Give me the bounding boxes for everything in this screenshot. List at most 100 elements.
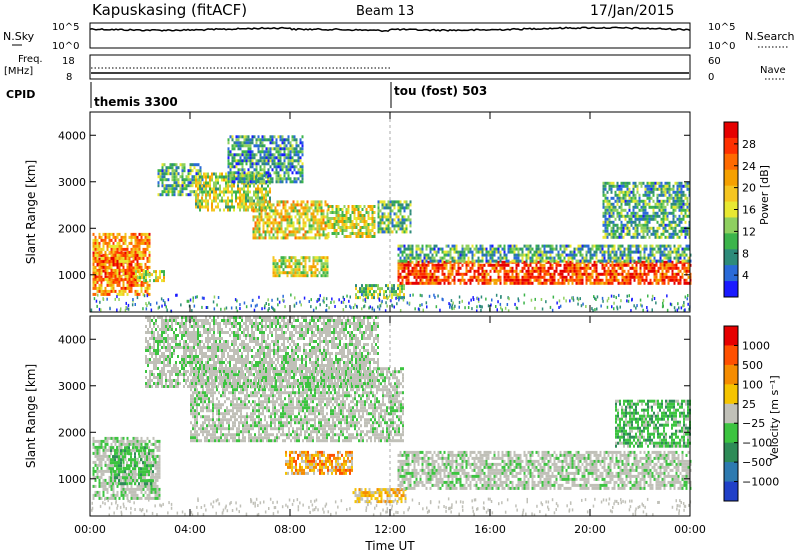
power-cell — [148, 235, 151, 239]
power-cell — [335, 205, 338, 208]
power-cell — [233, 147, 236, 151]
power-cell — [521, 269, 524, 273]
power-cell — [130, 286, 133, 290]
power-cell — [595, 281, 598, 285]
power-cell — [229, 190, 231, 194]
power-cell — [165, 187, 168, 191]
power-cell — [397, 244, 400, 248]
power-cell — [425, 278, 428, 282]
power-cell — [245, 144, 248, 148]
power-cell — [245, 199, 247, 203]
power-cell — [676, 223, 679, 227]
power-cell — [104, 286, 107, 290]
power-cell — [108, 262, 111, 266]
power-cell — [609, 281, 612, 285]
power-cell — [411, 247, 414, 251]
power-cell — [289, 150, 292, 154]
power-cell — [245, 208, 247, 212]
power-cell — [427, 253, 430, 257]
power-cell — [610, 202, 613, 206]
power-cell — [463, 281, 466, 285]
power-cell — [613, 266, 616, 270]
power-cell — [409, 269, 412, 273]
power-cell — [541, 244, 544, 248]
power-cell — [267, 178, 269, 182]
power-cell — [100, 238, 103, 242]
power-cell — [193, 166, 196, 170]
power-cell — [285, 156, 288, 160]
power-cell — [601, 272, 604, 276]
power-cell — [593, 260, 596, 264]
power-cell — [263, 306, 266, 310]
power-cell — [629, 244, 632, 248]
power-cell — [300, 274, 303, 278]
power-cell — [279, 135, 282, 139]
power-cell — [249, 190, 251, 194]
power-cell — [667, 244, 670, 248]
power-cell — [373, 232, 376, 235]
power-cell — [146, 247, 149, 251]
power-cell — [120, 238, 123, 242]
power-cell — [624, 208, 627, 212]
power-cell — [533, 269, 536, 273]
power-cell — [409, 224, 412, 228]
power-cell — [203, 181, 205, 185]
power-cell — [667, 253, 670, 257]
power-cell — [114, 268, 117, 272]
power-cell — [271, 153, 274, 157]
power-cell — [648, 229, 651, 233]
power-cell — [605, 272, 608, 276]
power-cell — [499, 266, 502, 270]
power-cell — [316, 256, 319, 260]
power-cell — [664, 190, 667, 194]
power-cell — [632, 208, 635, 212]
power-cell — [527, 269, 530, 273]
power-cell — [449, 266, 452, 270]
power-cell — [279, 153, 282, 157]
power-cell — [393, 290, 395, 294]
power-cell — [559, 269, 562, 273]
beam-title: Beam 13 — [356, 4, 414, 19]
power-cell — [603, 253, 606, 257]
power-cell — [593, 263, 596, 267]
power-cell — [595, 269, 598, 273]
power-cell — [451, 303, 454, 307]
power-cell — [529, 259, 532, 263]
power-cell — [677, 247, 680, 251]
power-cell — [521, 247, 524, 251]
power-cell — [243, 171, 246, 175]
power-cell — [102, 247, 105, 251]
power-cell — [255, 165, 258, 169]
power-cell — [255, 190, 257, 194]
power-cell — [369, 290, 371, 294]
power-cell — [457, 253, 460, 257]
power-cell — [557, 263, 560, 267]
power-cell — [629, 281, 632, 285]
power-cell — [449, 269, 452, 273]
power-cell — [205, 205, 207, 209]
power-cell — [491, 263, 494, 267]
power-cell — [227, 138, 230, 142]
power-cell — [249, 159, 252, 163]
power-cell — [368, 306, 370, 310]
power-cell — [241, 162, 244, 166]
power-cell — [509, 244, 512, 248]
power-cell — [144, 262, 147, 266]
power-cell — [652, 229, 655, 233]
power-cell — [517, 253, 520, 257]
power-cell — [594, 308, 596, 312]
power-cell — [453, 263, 456, 267]
power-cell — [479, 278, 482, 282]
power-cell — [663, 272, 666, 276]
power-cell — [199, 202, 201, 206]
power-cell — [673, 281, 676, 285]
power-cell — [603, 272, 606, 276]
power-cell — [509, 247, 512, 251]
power-cell — [645, 247, 648, 251]
power-cell — [681, 272, 684, 276]
power-cell — [654, 214, 657, 218]
power-cell — [608, 220, 611, 224]
power-cell — [491, 250, 494, 254]
power-cell — [249, 205, 251, 209]
power-cell — [252, 206, 255, 210]
